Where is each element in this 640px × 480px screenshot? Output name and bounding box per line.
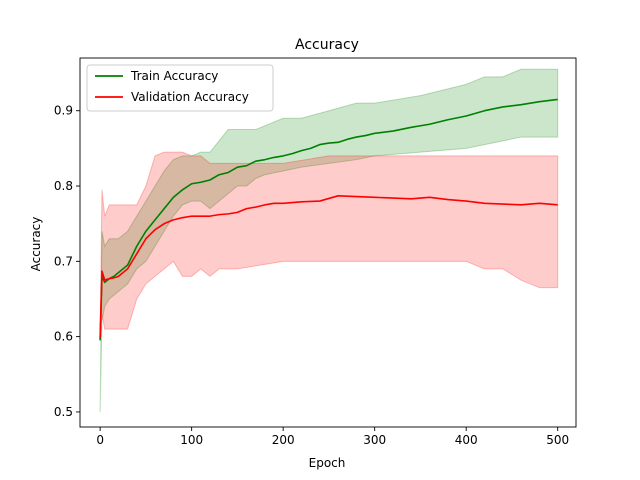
chart-title: Accuracy [295, 37, 359, 53]
plot-area [99, 68, 559, 412]
y-tick-label: 0.7 [54, 254, 73, 268]
legend: Train Accuracy Validation Accuracy [86, 64, 274, 112]
y-tick-label: 0.8 [54, 179, 73, 193]
y-axis-label: Accuracy [29, 217, 43, 272]
validation-accuracy-line [99, 195, 558, 339]
legend-box [86, 64, 274, 112]
x-tick-label: 500 [546, 433, 569, 447]
train-accuracy-band [99, 68, 559, 412]
x-tick-label: 400 [455, 433, 478, 447]
train-accuracy-line [99, 98, 558, 341]
legend-label-validation-accuracy: Validation Accuracy [131, 90, 249, 104]
x-tick-label: 0 [96, 433, 104, 447]
y-tick-label: 0.9 [54, 104, 73, 118]
x-axis-label: Epoch [309, 456, 346, 470]
y-tick-label: 0.6 [54, 330, 73, 344]
axes: 0 100 200 300 400 500 0.5 0.6 0.7 0.8 0.9 [54, 57, 577, 447]
x-tick-label: 200 [272, 433, 295, 447]
y-tick-label: 0.5 [54, 405, 73, 419]
x-tick-label: 100 [180, 433, 203, 447]
plot-content [99, 68, 559, 412]
x-tick-label: 300 [363, 433, 386, 447]
axes-frame [79, 57, 577, 428]
legend-label-train-accuracy: Train Accuracy [130, 69, 218, 83]
